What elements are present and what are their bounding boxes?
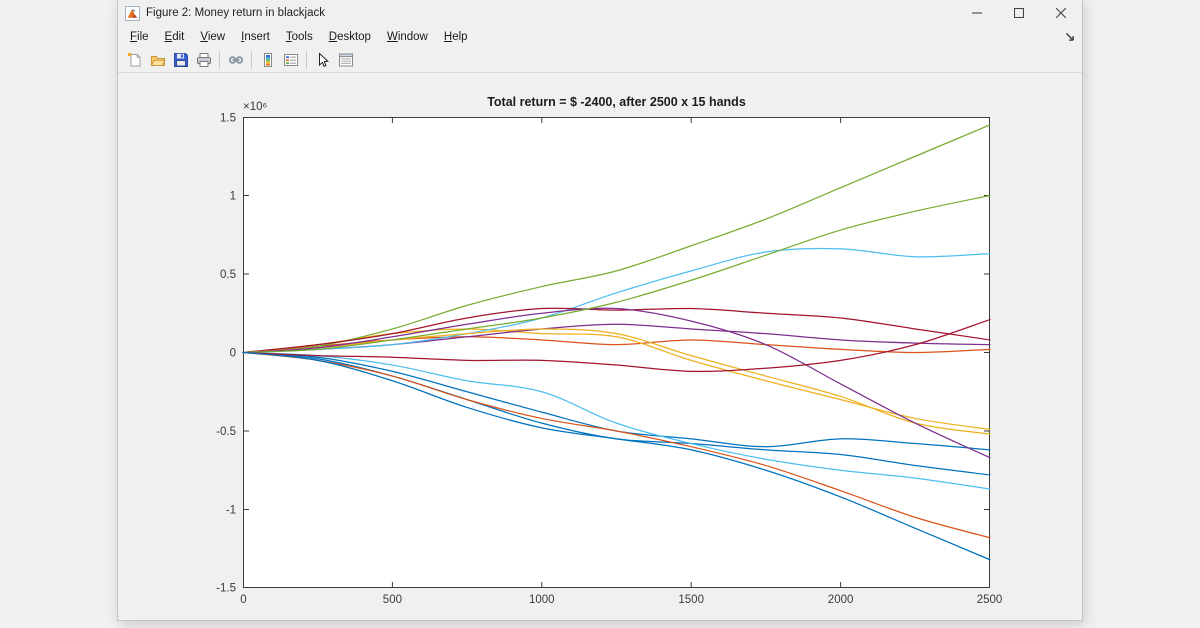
colorbar-icon [263,53,272,67]
maximize-button[interactable] [998,0,1040,26]
edit-plot-icon [318,52,329,67]
window-title: Figure 2: Money return in blackjack [146,7,325,19]
menu-window[interactable]: Window [386,31,428,43]
property-inspector-icon [338,53,353,67]
series-player-12-line [242,194,991,354]
series-player-6-line [242,247,991,354]
axes-box [243,117,990,588]
axes: 0 500 1000 1500 2000 2500 -1.5 -1 -0.5 0 0.5 1 1.5 ×1… [216,101,1002,606]
figure-canvas: Total return = $ -2400, after 2500 x 15 … [118,73,1082,620]
new-document-icon [127,52,140,67]
save-icon [173,53,188,67]
link-plot-icon [228,56,243,64]
toolbar-separator [306,51,307,69]
open-file-button[interactable] [146,49,169,71]
y-tick-label: 1.5 [220,113,236,125]
x-tick-label: 1000 [529,594,555,606]
series-player-13-line [242,351,991,490]
series-player-11-line [242,307,991,459]
insert-colorbar-button[interactable] [256,49,279,71]
series-player-15-line [242,351,991,561]
toolbar [118,48,1082,73]
close-button[interactable] [1040,0,1082,26]
series-player-2-line [242,336,991,354]
menu-help[interactable]: Help [443,31,468,43]
x-tick-label: 1500 [678,594,704,606]
toolbar-separator [219,51,220,69]
x-tick-label: 0 [240,594,246,606]
menu-view[interactable]: View [200,31,226,43]
save-figure-button[interactable] [169,49,192,71]
y-axis-exponent-label: ×10⁶ [243,101,268,113]
close-icon [1056,8,1066,18]
y-tick-label: 0.5 [220,269,236,281]
figure-window: Figure 2: Money return in blackjack File… [118,0,1082,620]
menu-tools[interactable]: Tools [285,31,313,43]
x-tick-label: 500 [383,594,402,606]
series-player-14-line [242,318,991,373]
series-player-10-line [242,328,991,435]
insert-legend-button[interactable] [279,49,302,71]
series-player-3-line [242,328,991,431]
series-player-7-line [242,307,991,354]
open-folder-icon [150,56,166,66]
window-controls [956,0,1082,26]
new-figure-button[interactable] [123,49,146,71]
toolbar-separator [251,51,252,69]
x-tick-label: 2000 [828,594,854,606]
plot-area[interactable]: 0 500 1000 1500 2000 2500 -1.5 -1 -0.5 0 0.5 1 1.5 ×1… [216,101,1002,606]
legend-icon [283,54,298,66]
series-player-5-line [242,124,991,354]
property-inspector-button[interactable] [334,49,357,71]
link-plot-button[interactable] [224,49,247,71]
maximize-icon [1014,8,1024,18]
edit-plot-button[interactable] [311,49,334,71]
menu-desktop[interactable]: Desktop [328,31,371,43]
y-tick-label: -0.5 [216,426,236,438]
y-tick-label: -1 [226,505,236,517]
print-icon [196,53,211,67]
print-figure-button[interactable] [192,49,215,71]
title-bar[interactable]: Figure 2: Money return in blackjack [118,0,1082,26]
menu-bar: File Edit View Insert Tools Desktop Window Help [118,26,1082,48]
dock-figure-icon[interactable] [1064,31,1076,43]
menu-edit[interactable]: Edit [164,31,185,43]
matlab-figure-icon [125,5,140,21]
y-tick-label: -1.5 [216,583,236,595]
x-tick-label: 2500 [977,594,1003,606]
minimize-icon [972,12,982,14]
series-player-9-line [242,351,991,539]
menu-insert[interactable]: Insert [241,31,270,43]
y-tick-label: 0 [230,348,236,360]
minimize-button[interactable] [956,0,998,26]
y-tick-label: 1 [230,191,236,203]
menu-file[interactable]: File [130,31,149,43]
chart-title: Total return = $ -2400, after 2500 x 15 … [487,95,746,109]
